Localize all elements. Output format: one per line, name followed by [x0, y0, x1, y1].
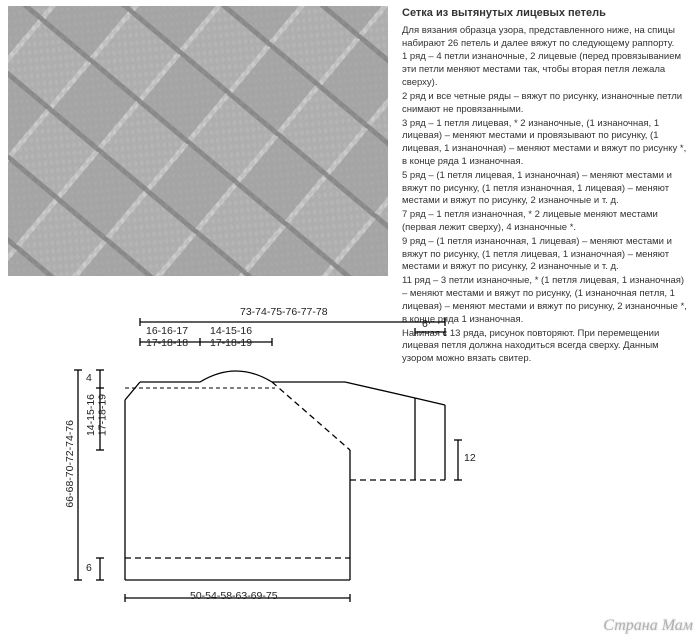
schematic-diagram: 73-74-75-76-77-78 6 16-16-1717-18-18 14-… [50, 310, 500, 610]
dim-sleeve: 12 [464, 452, 476, 464]
paragraph: 7 ряд – 1 петля изнаночная, * 2 лицевые … [402, 209, 691, 235]
paragraph: 1 ряд – 4 петли изнаночные, 2 лицевые (п… [402, 51, 691, 89]
paragraph: 5 ряд – (1 петля лицевая, 1 изнаночная) … [402, 170, 691, 208]
dim-bottom: 50-54-58-63-69-75 [190, 590, 278, 602]
paragraph: 3 ряд – 1 петля лицевая, * 2 изнаночные,… [402, 118, 691, 169]
dim-shoulder: 14-15-1617-18-19 [210, 326, 252, 349]
watermark: Страна Мам [603, 617, 693, 635]
pattern-photo [8, 6, 388, 276]
paragraph: Для вязания образца узора, представленно… [402, 25, 691, 51]
paragraph: 9 ряд – (1 петля изнаночная, 1 лицевая) … [402, 236, 691, 274]
dim-top-right-gap: 6 [422, 318, 428, 330]
dim-neck-left: 16-16-1717-18-18 [146, 326, 188, 349]
dim-raglan-left: 14-15-1617-18-19 [86, 394, 109, 436]
dim-collar: 4 [86, 372, 92, 384]
dim-hem: 6 [86, 562, 92, 574]
dim-left-full: 66-68-70-72-74-76 [64, 420, 76, 508]
dim-top-full: 73-74-75-76-77-78 [240, 306, 328, 318]
pattern-title: Сетка из вытянутых лицевых петель [402, 6, 691, 21]
paragraph: 2 ряд и все четные ряды – вяжут по рисун… [402, 91, 691, 117]
